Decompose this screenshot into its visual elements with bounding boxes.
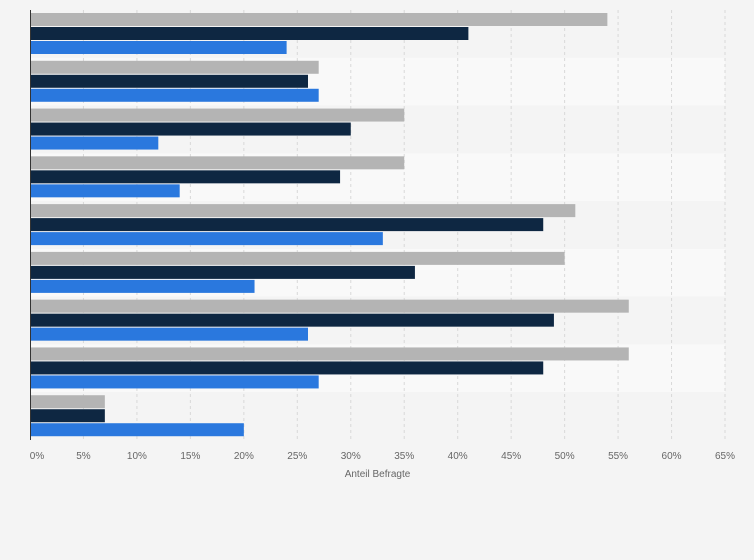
bar[interactable] [30, 232, 383, 246]
x-tick-label: 65% [715, 451, 735, 462]
bar[interactable] [30, 13, 608, 26]
x-tick-label: 10% [127, 451, 147, 462]
x-axis-title: Anteil Befragte [345, 469, 411, 480]
bar[interactable] [30, 375, 319, 389]
x-tick-label: 25% [287, 451, 307, 462]
bar[interactable] [30, 122, 351, 136]
bar[interactable] [30, 251, 565, 265]
x-tick-label: 55% [608, 451, 628, 462]
bar[interactable] [30, 347, 629, 361]
x-tick-label: 5% [76, 451, 91, 462]
bar[interactable] [30, 218, 544, 232]
bar[interactable] [30, 327, 308, 341]
bar[interactable] [30, 313, 554, 327]
x-tick-label: 15% [180, 451, 200, 462]
x-tick-label: 30% [341, 451, 361, 462]
bar[interactable] [30, 423, 244, 437]
bar[interactable] [30, 170, 341, 184]
x-tick-label: 40% [448, 451, 468, 462]
bar[interactable] [30, 41, 287, 54]
bar[interactable] [30, 156, 405, 170]
x-tick-label: 35% [394, 451, 414, 462]
bar[interactable] [30, 265, 415, 279]
bar[interactable] [30, 279, 255, 293]
bars [30, 13, 629, 437]
bar[interactable] [30, 136, 159, 150]
bar[interactable] [30, 88, 319, 102]
x-tick-label: 0% [30, 451, 45, 462]
x-tick-label: 50% [555, 451, 575, 462]
bar[interactable] [30, 27, 469, 40]
x-tick-label: 60% [662, 451, 682, 462]
x-tick-label: 20% [234, 451, 254, 462]
bar[interactable] [30, 184, 180, 198]
bar[interactable] [30, 74, 308, 88]
bar[interactable] [30, 395, 105, 409]
x-tick-label: 45% [501, 451, 521, 462]
x-axis-tick-labels: 0% 5% 10% 15% 20% 25% 30% 35% 40% 45% 50% 55% 60% 65% [30, 451, 735, 462]
bar[interactable] [30, 409, 105, 423]
bar[interactable] [30, 60, 319, 74]
bar[interactable] [30, 204, 576, 218]
bar[interactable] [30, 108, 405, 122]
bar[interactable] [30, 361, 544, 375]
bar[interactable] [30, 299, 629, 313]
